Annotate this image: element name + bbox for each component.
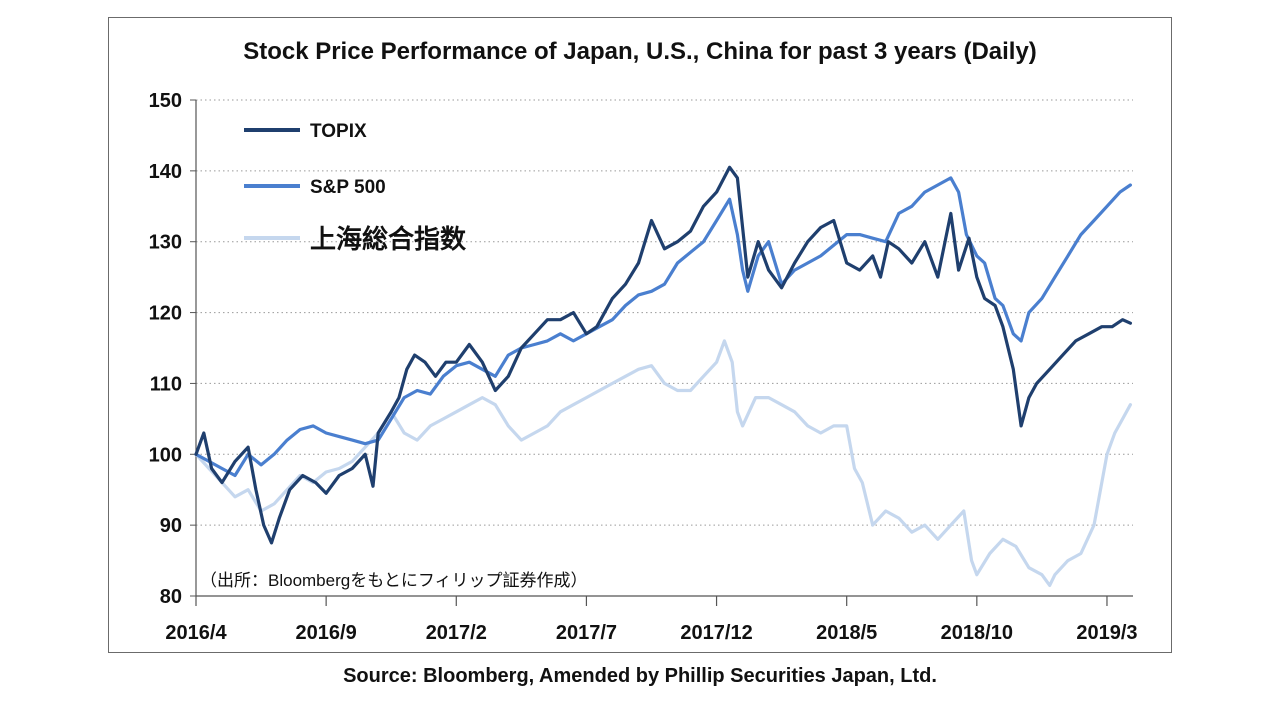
- source-note: Source: Bloomberg, Amended by Phillip Se…: [343, 665, 937, 687]
- y-tick-label-80: 80: [160, 586, 182, 608]
- x-tick-label: 2018/5: [816, 622, 877, 644]
- axis-layer: 80 90 100 110 120 130 140 150 2016/4 2016/9 2017/2…: [149, 90, 1138, 644]
- x-tick-label: 2017/2: [426, 622, 487, 644]
- x-tick-label: 2016/9: [296, 622, 357, 644]
- series-line-2: [194, 339, 1132, 587]
- y-tick-label-150: 150: [149, 90, 182, 112]
- series-layer: [194, 165, 1132, 587]
- series-line-1: [194, 176, 1132, 478]
- legend-label-2: 上海総合指数: [310, 224, 467, 254]
- legend-layer: TOPIX S&P 500 上海総合指数: [244, 121, 467, 254]
- y-tick-label-130: 130: [149, 232, 182, 254]
- x-tick-label: 2019/3: [1076, 622, 1137, 644]
- chart-title: Stock Price Performance of Japan, U.S., …: [243, 38, 1037, 65]
- grid-layer: [196, 99, 1133, 526]
- x-tick-label: 2017/12: [680, 622, 752, 644]
- y-tick-label-120: 120: [149, 303, 182, 325]
- y-tick-label-110: 110: [150, 373, 182, 395]
- y-tick-label-90: 90: [160, 515, 182, 537]
- y-tick-label-100: 100: [149, 444, 182, 466]
- chart-annotation: （出所：Bloombergをもとにフィリップ証券作成）: [200, 571, 588, 590]
- y-tick-label-140: 140: [149, 161, 182, 183]
- legend-label-1: S&P 500: [310, 177, 386, 198]
- x-tick-label: 2018/10: [941, 622, 1013, 644]
- legend-label-0: TOPIX: [310, 121, 367, 142]
- x-tick-label: 2017/7: [556, 622, 617, 644]
- series-line-0: [194, 165, 1132, 545]
- x-tick-label: 2016/4: [165, 622, 227, 644]
